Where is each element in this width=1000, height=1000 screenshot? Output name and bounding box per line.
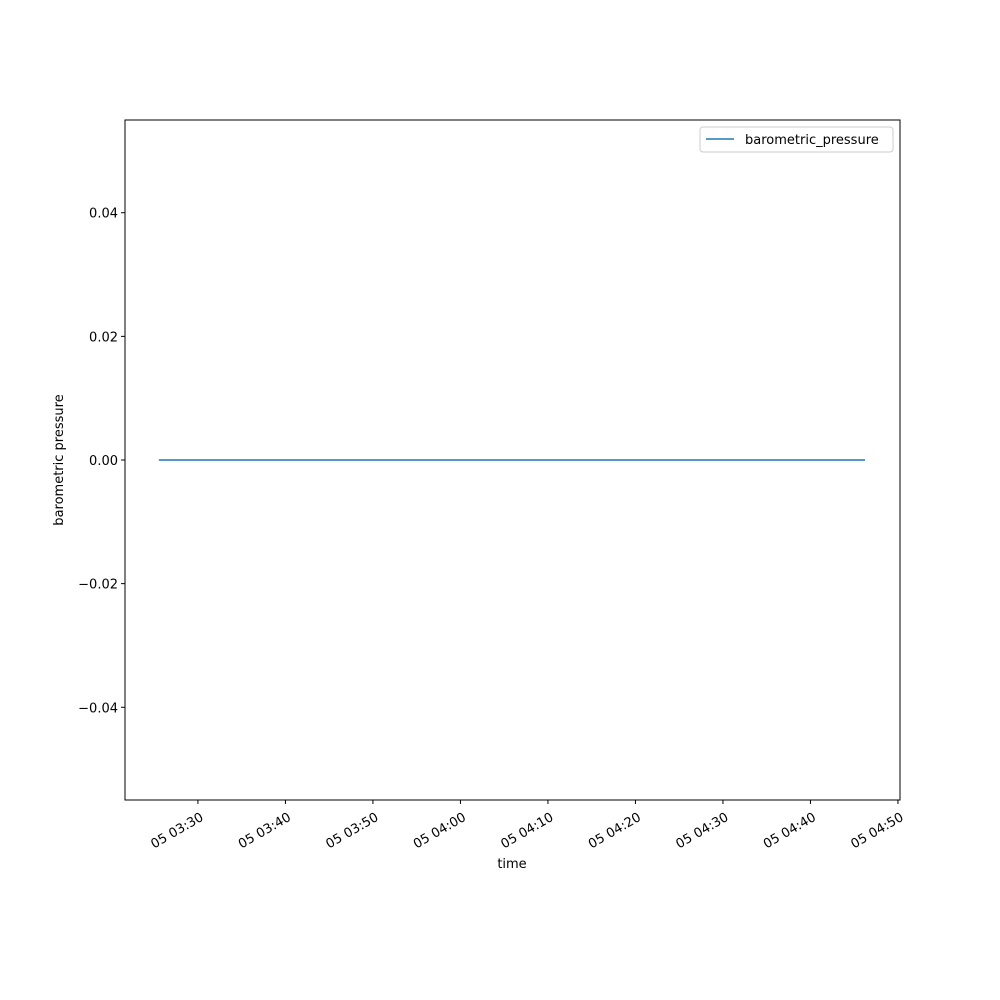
x-axis: 05 03:30 05 03:40 05 03:50 05 04:00 05 04:10… [148, 800, 906, 852]
legend-box [699, 126, 894, 153]
x-tick-label: 05 03:40 [236, 810, 294, 852]
legend: barometric_pressure [699, 126, 894, 153]
x-tick-label: 05 03:50 [323, 810, 381, 852]
y-axis: 0.04 0.02 0.00 −0.02 −0.04 [78, 207, 125, 716]
y-tick-label: −0.04 [78, 701, 118, 716]
x-tick-label: 05 04:20 [586, 810, 644, 852]
y-tick-label: 0.00 [89, 454, 118, 469]
y-tick-label: 0.02 [89, 330, 118, 345]
axes-frame [124, 119, 901, 801]
x-tick-label: 05 04:50 [849, 810, 907, 852]
x-axis-label: time [497, 857, 526, 872]
y-tick-label: 0.04 [89, 207, 118, 222]
x-tick-label: 05 03:30 [148, 810, 206, 852]
y-tick-label: −0.02 [78, 578, 118, 593]
x-tick-label: 05 04:00 [411, 810, 469, 852]
y-axis-label: barometric pressure [52, 394, 67, 525]
x-tick-label: 05 04:30 [673, 810, 731, 852]
x-tick-label: 05 04:40 [761, 810, 819, 852]
legend-label: barometric_pressure [745, 133, 879, 148]
x-tick-label: 05 04:10 [498, 810, 556, 852]
